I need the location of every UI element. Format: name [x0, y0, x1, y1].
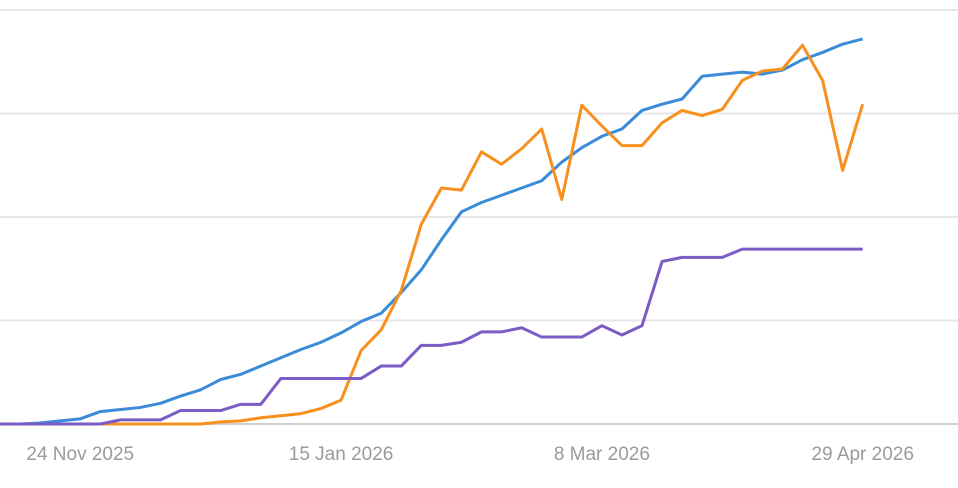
- x-tick-label: 29 Apr 2026: [811, 444, 913, 465]
- x-tick-label: 8 Mar 2026: [554, 444, 650, 465]
- series-line: [0, 247, 863, 426]
- series-line: [0, 37, 864, 426]
- x-tick-label: 24 Nov 2025: [26, 444, 134, 465]
- series-line: [0, 43, 865, 426]
- x-tick-label: 15 Jan 2026: [289, 444, 394, 465]
